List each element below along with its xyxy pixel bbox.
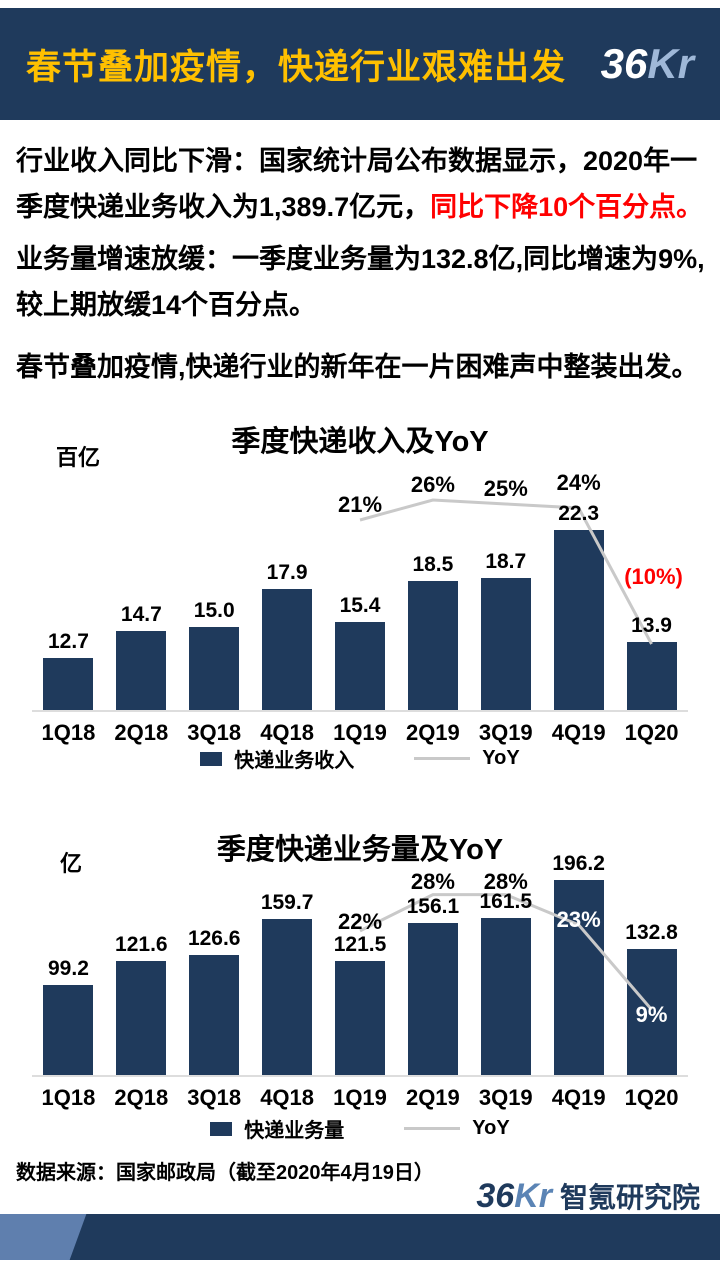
yoy-point-label: 24% <box>556 470 601 495</box>
x-axis-label: 3Q19 <box>478 720 533 745</box>
header-banner: 春节叠加疫情，快递行业艰难出发 36Kr <box>0 8 720 120</box>
chart2-legend: 快递业务量 YoY <box>0 1114 720 1143</box>
yoy-point-label: (10%) <box>624 564 683 589</box>
x-axis-label: 3Q19 <box>478 1085 533 1110</box>
chart1-legend-bar-label: 快递业务收入 <box>234 750 355 772</box>
footer-36kr-logo: 36Kr <box>476 1177 552 1216</box>
chart1-legend-bar-swatch <box>200 751 223 766</box>
yoy-point-label: 9% <box>635 1001 668 1027</box>
chart1-unit-label: 百亿 <box>56 445 101 470</box>
bottom-band <box>0 1214 720 1260</box>
x-axis-label: 1Q20 <box>624 720 679 745</box>
bar-value-label: 121.5 <box>333 933 387 956</box>
yoy-point-label: 25% <box>483 476 528 501</box>
bar-3Q18 <box>189 955 240 1075</box>
bar-value-label: 15.0 <box>193 599 235 622</box>
footer-logo-kr: Kr <box>514 1176 552 1215</box>
bottom-band-accent <box>0 1214 87 1260</box>
bar-1Q18 <box>43 985 94 1075</box>
footer-logo: 36Kr 智氪研究院 <box>476 1176 700 1216</box>
paragraph-summary: 春节叠加疫情,快递行业的新年在一片困难声中整装出发。 <box>16 352 699 382</box>
x-axis-label: 2Q18 <box>114 1085 169 1110</box>
x-axis-label: 4Q18 <box>260 720 315 745</box>
chart2-title: 季度快递业务量及YoY <box>216 834 504 866</box>
logo-36: 36 <box>600 40 648 87</box>
x-axis-label: 1Q20 <box>624 1085 679 1110</box>
yoy-point-label: 28% <box>483 868 528 894</box>
bar-value-label: 156.1 <box>406 895 460 918</box>
x-axis-label: 1Q19 <box>333 1085 387 1110</box>
bar-value-label: 121.6 <box>115 933 168 956</box>
paragraph-revenue-lead: 行业收入同比下滑： <box>16 146 259 176</box>
yoy-point-label: 26% <box>410 472 455 497</box>
bar-3Q18 <box>189 627 240 710</box>
x-axis-line <box>32 710 688 712</box>
chart1-legend-line-label: YoY <box>482 747 520 769</box>
x-axis-label: 2Q19 <box>405 720 460 745</box>
x-axis-label: 1Q18 <box>41 1085 96 1110</box>
footer-logo-36: 36 <box>476 1176 515 1215</box>
bar-value-label: 13.9 <box>631 614 672 637</box>
paragraph-revenue: 行业收入同比下滑：国家统计局公布数据显示，2020年一季度快递业务收入为1,38… <box>16 138 706 230</box>
bar-2Q18 <box>116 961 167 1075</box>
chart2-legend-bar-label: 快递业务量 <box>244 1120 345 1142</box>
bar-2Q18 <box>116 631 167 710</box>
36kr-logo: 36Kr <box>601 40 694 88</box>
bar-value-label: 159.7 <box>260 891 314 914</box>
paragraph-volume-lead: 业务量增速放缓： <box>16 244 232 274</box>
bar-value-label: 18.7 <box>485 550 527 573</box>
yoy-point-label: 22% <box>337 908 383 934</box>
yoy-point-label: 23% <box>556 906 601 932</box>
bar-value-label: 196.2 <box>552 852 605 875</box>
bar-4Q18 <box>262 919 313 1075</box>
footer-brand-name: 智氪研究院 <box>559 1182 700 1213</box>
bar-value-label: 132.8 <box>625 921 678 944</box>
yoy-point-label: 28% <box>410 868 455 894</box>
paragraph-revenue-body: 国家统计局公布数据显示，2020年一季度快递业务收入为1,389.7亿元， <box>16 146 698 222</box>
x-axis-label: 4Q19 <box>551 720 606 745</box>
bar-value-label: 18.5 <box>412 553 454 576</box>
yoy-point-label: 21% <box>337 492 383 517</box>
x-axis-label: 2Q19 <box>405 1085 460 1110</box>
chart2-legend-bar-swatch <box>210 1121 233 1136</box>
chart2-legend-line-swatch <box>404 1127 461 1130</box>
x-axis-label: 1Q18 <box>41 720 96 745</box>
x-axis-line <box>32 1075 688 1077</box>
logo-kr: Kr <box>647 40 694 87</box>
bar-4Q18 <box>262 589 313 710</box>
bar-value-label: 14.7 <box>120 603 162 626</box>
chart2-legend-line-label: YoY <box>472 1117 510 1139</box>
x-axis-label: 4Q18 <box>260 1085 315 1110</box>
x-axis-label: 4Q19 <box>551 1085 606 1110</box>
bar-value-label: 161.5 <box>479 890 533 913</box>
x-axis-label: 1Q19 <box>333 720 387 745</box>
bar-value-label: 22.3 <box>558 502 600 525</box>
bar-1Q20 <box>626 642 677 710</box>
x-axis-label: 3Q18 <box>187 720 242 745</box>
bar-value-label: 17.9 <box>266 561 308 584</box>
chart1-legend-line-swatch <box>414 757 471 760</box>
x-axis-label: 2Q18 <box>114 720 169 745</box>
bar-value-label: 15.4 <box>339 594 381 617</box>
page-title: 春节叠加疫情，快递行业艰难出发 <box>26 47 567 87</box>
paragraph-volume: 业务量增速放缓：一季度业务量为132.8亿,同比增速为9%,较上期放缓14个百分… <box>16 236 706 328</box>
chart1-title: 季度快递收入及YoY <box>231 426 489 458</box>
paragraph-revenue-highlight: 同比下降10个百分点。 <box>430 192 704 222</box>
bar-1Q18 <box>43 658 94 710</box>
chart2-unit-label: 亿 <box>60 851 83 876</box>
chart1-legend: 快递业务收入 YoY <box>0 744 720 773</box>
data-source-note: 数据来源：国家邮政局（截至2020年4月19日） <box>16 1162 434 1184</box>
paragraph-volume-body: 一季度业务量为132.8亿,同比增速为9%,较上期放缓14个百分点。 <box>16 244 705 320</box>
bar-value-label: 126.6 <box>187 927 241 950</box>
bar-value-label: 12.7 <box>48 630 89 653</box>
intro-text-block: 行业收入同比下滑：国家统计局公布数据显示，2020年一季度快递业务收入为1,38… <box>16 138 706 396</box>
bar-value-label: 99.2 <box>48 957 89 980</box>
x-axis-label: 3Q18 <box>187 1085 242 1110</box>
